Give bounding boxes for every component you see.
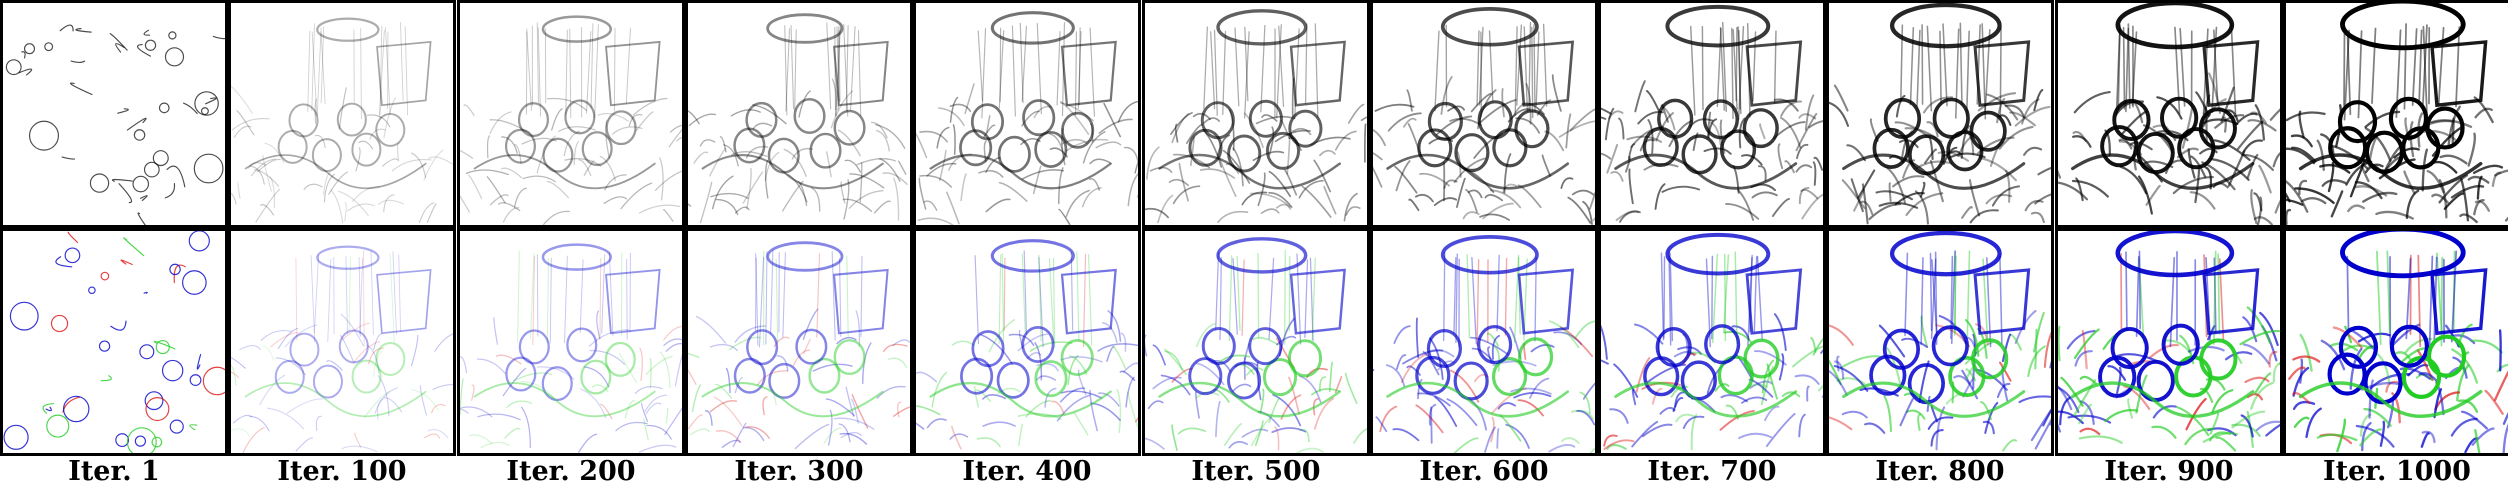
panel-colored-strokes-8 xyxy=(1598,228,1826,456)
panel-grayscale-strokes-7 xyxy=(1370,0,1598,228)
sketch-strokes xyxy=(1145,9,1367,224)
sketch-image xyxy=(231,17,453,224)
sketch-strokes xyxy=(1829,231,2051,452)
panel-colored-strokes-4 xyxy=(685,228,913,456)
panel-grayscale-strokes-9 xyxy=(1826,0,2054,228)
sketch-strokes xyxy=(2286,3,2508,225)
iteration-label: Iter. 1 xyxy=(68,456,160,487)
sketch-image xyxy=(2058,3,2280,225)
panel-grayscale-strokes-2 xyxy=(228,0,456,228)
sketch-image xyxy=(2288,231,2508,453)
sketch-image xyxy=(460,243,682,453)
sketch-image xyxy=(916,11,1138,225)
sketch-image xyxy=(2286,3,2508,225)
sketch-image xyxy=(688,13,908,224)
sketch-image xyxy=(688,241,910,450)
sketch-strokes xyxy=(688,241,910,450)
iteration-label: Iter. 1000 xyxy=(2323,456,2471,487)
panel-colored-strokes-6 xyxy=(1142,228,1370,456)
sketch-image xyxy=(5,24,225,225)
sketch-image xyxy=(2058,231,2280,452)
panel-grayscale-strokes-6 xyxy=(1142,0,1370,228)
panel-colored-strokes-2 xyxy=(228,228,456,456)
panel-colored-strokes-7 xyxy=(1370,228,1598,456)
sketch-strokes xyxy=(3,231,225,453)
sketch-strokes xyxy=(1829,3,2051,225)
iteration-label: Iter. 500 xyxy=(1191,456,1321,487)
panel-colored-strokes-5 xyxy=(913,228,1141,456)
sketch-strokes xyxy=(2288,231,2508,453)
iteration-label: Iter. 700 xyxy=(1647,456,1777,487)
sketch-strokes xyxy=(231,245,453,453)
iteration-label: Iter. 300 xyxy=(734,456,864,487)
sketch-image xyxy=(1601,232,1823,451)
panel-colored-strokes-11 xyxy=(2283,228,2508,456)
iteration-label: Iter. 800 xyxy=(1875,456,2005,487)
panel-grayscale-strokes-4 xyxy=(685,0,913,228)
sketch-image xyxy=(916,239,1138,450)
sketch-strokes xyxy=(1145,237,1367,453)
sketch-strokes xyxy=(1601,4,1823,223)
panel-colored-strokes-10 xyxy=(2055,228,2283,456)
sketch-image xyxy=(3,231,225,453)
sketch-strokes xyxy=(460,243,682,453)
panel-grayscale-strokes-11 xyxy=(2283,0,2508,228)
panel-grayscale-strokes-1 xyxy=(0,0,228,228)
sketch-strokes xyxy=(1373,6,1595,225)
iteration-label: Iter. 900 xyxy=(2104,456,2234,487)
sketch-strokes xyxy=(1373,234,1595,453)
sketch-strokes xyxy=(2058,231,2280,452)
sketch-image xyxy=(1601,4,1823,223)
sketch-image xyxy=(1145,9,1367,224)
panel-grayscale-strokes-8 xyxy=(1598,0,1826,228)
panel-colored-strokes-3 xyxy=(457,228,685,456)
sketch-strokes xyxy=(5,24,225,225)
panel-colored-strokes-1 xyxy=(0,228,228,456)
sketch-image xyxy=(1373,6,1595,225)
sketch-image xyxy=(1145,237,1367,453)
sketch-strokes xyxy=(2058,3,2280,225)
sketch-image xyxy=(1829,231,2051,452)
sketch-strokes xyxy=(916,239,1138,450)
panel-colored-strokes-9 xyxy=(1826,228,2054,456)
sketch-image xyxy=(460,15,682,225)
iteration-label: Iter. 100 xyxy=(277,456,407,487)
iteration-label: Iter. 200 xyxy=(506,456,636,487)
sketch-image xyxy=(1373,234,1595,453)
sketch-strokes xyxy=(688,13,908,224)
panel-grayscale-strokes-3 xyxy=(457,0,685,228)
sketch-image xyxy=(231,245,453,453)
sketch-image xyxy=(1829,3,2051,225)
panel-grayscale-strokes-10 xyxy=(2055,0,2283,228)
panel-grayscale-strokes-5 xyxy=(913,0,1141,228)
sketch-strokes xyxy=(460,15,682,225)
iteration-label: Iter. 600 xyxy=(1419,456,1549,487)
sketch-strokes xyxy=(916,11,1138,225)
sketch-strokes xyxy=(1601,232,1823,451)
sketch-strokes xyxy=(231,17,453,224)
iteration-label: Iter. 400 xyxy=(962,456,1092,487)
